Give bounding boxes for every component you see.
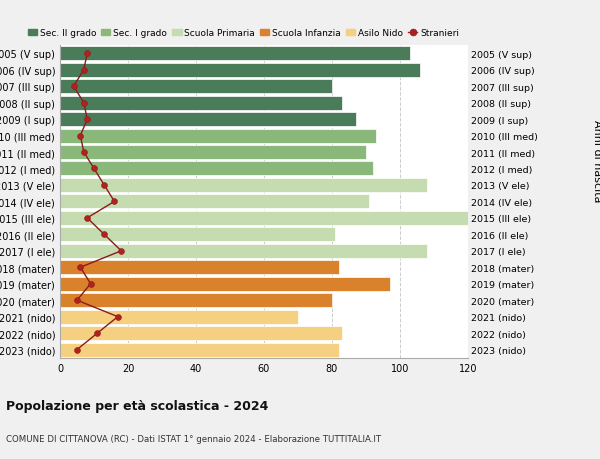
Point bbox=[89, 165, 99, 173]
Point bbox=[116, 247, 126, 255]
Point bbox=[82, 116, 92, 123]
Bar bbox=[60, 326, 342, 341]
Point bbox=[110, 198, 119, 206]
Bar bbox=[60, 113, 356, 127]
Bar bbox=[60, 47, 410, 61]
Bar bbox=[60, 310, 298, 324]
Bar bbox=[60, 80, 332, 94]
Point bbox=[82, 50, 92, 58]
Bar bbox=[60, 343, 339, 357]
Point bbox=[113, 313, 122, 321]
Bar bbox=[60, 146, 366, 160]
Text: Anni di nascita: Anni di nascita bbox=[592, 120, 600, 202]
Point bbox=[100, 231, 109, 239]
Text: Popolazione per età scolastica - 2024: Popolazione per età scolastica - 2024 bbox=[6, 399, 268, 412]
Bar bbox=[60, 63, 421, 78]
Bar bbox=[60, 228, 335, 242]
Bar bbox=[60, 179, 427, 192]
Point bbox=[76, 133, 85, 140]
Bar bbox=[60, 244, 427, 258]
Point bbox=[100, 182, 109, 189]
Bar bbox=[60, 277, 390, 291]
Bar bbox=[60, 96, 342, 110]
Point bbox=[79, 149, 89, 157]
Point bbox=[79, 67, 89, 74]
Point bbox=[92, 330, 102, 337]
Point bbox=[82, 215, 92, 222]
Legend: Sec. II grado, Sec. I grado, Scuola Primaria, Scuola Infanzia, Asilo Nido, Stran: Sec. II grado, Sec. I grado, Scuola Prim… bbox=[28, 29, 459, 38]
Point bbox=[86, 280, 95, 288]
Bar bbox=[60, 294, 332, 308]
Bar bbox=[60, 195, 370, 209]
Point bbox=[76, 264, 85, 271]
Bar bbox=[60, 212, 468, 225]
Point bbox=[72, 346, 82, 353]
Bar bbox=[60, 162, 373, 176]
Bar bbox=[60, 261, 339, 274]
Bar bbox=[60, 129, 376, 143]
Point bbox=[79, 100, 89, 107]
Point bbox=[72, 297, 82, 304]
Text: COMUNE DI CITTANOVA (RC) - Dati ISTAT 1° gennaio 2024 - Elaborazione TUTTITALIA.: COMUNE DI CITTANOVA (RC) - Dati ISTAT 1°… bbox=[6, 434, 381, 443]
Point bbox=[69, 83, 79, 90]
